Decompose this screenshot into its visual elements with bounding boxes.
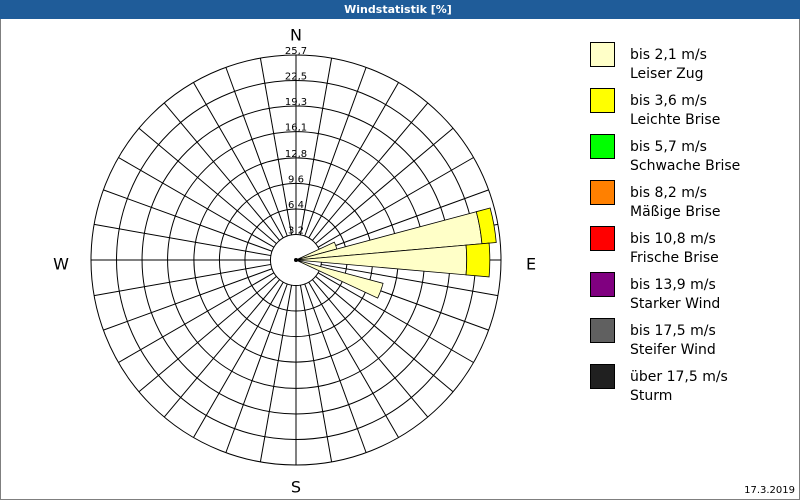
legend-label: Leichte Brise <box>630 112 720 128</box>
legend-name: bis 17,5 m/s <box>630 323 716 339</box>
legend-name: bis 8,2 m/s <box>630 185 707 201</box>
legend-name: bis 13,9 m/s <box>630 277 716 293</box>
spoke <box>312 102 429 241</box>
legend-label: Sturm <box>630 388 672 404</box>
legend-swatch <box>590 88 615 113</box>
legend-swatch <box>590 134 615 159</box>
spoke <box>118 157 275 248</box>
compass-label: N <box>290 26 302 45</box>
legend-swatch <box>590 42 615 67</box>
date: 17.3.2019 <box>744 485 795 496</box>
spoke <box>315 276 454 393</box>
spoke <box>308 281 399 438</box>
wedge <box>295 259 384 299</box>
legend-swatch <box>590 318 615 343</box>
spoke <box>118 272 275 363</box>
legend-label: Frische Brise <box>630 250 719 266</box>
legend-name: bis 5,7 m/s <box>630 139 707 155</box>
legend-swatch <box>590 272 615 297</box>
spoke <box>259 285 293 462</box>
spoke <box>259 58 293 235</box>
spoke <box>299 58 333 235</box>
spoke <box>163 279 280 418</box>
legend-swatch <box>590 180 615 205</box>
spoke <box>103 189 273 252</box>
wedge <box>475 207 497 245</box>
chart-title: Windstatistik [%] <box>344 3 452 16</box>
spoke <box>304 67 367 237</box>
ring-label: 16,1 <box>285 123 307 134</box>
ring-label: 25,7 <box>285 46 307 57</box>
spoke <box>138 276 277 393</box>
legend-label: Starker Wind <box>630 296 720 312</box>
compass-label: W <box>53 255 69 274</box>
ring-label: 12,8 <box>285 149 307 160</box>
spoke <box>317 157 474 248</box>
legend-name: bis 3,6 m/s <box>630 93 707 109</box>
spoke <box>193 281 284 438</box>
spoke <box>299 285 333 462</box>
spoke <box>94 223 271 257</box>
spoke <box>315 127 454 244</box>
ring-label: 19,3 <box>285 97 307 108</box>
ring-label: 9,6 <box>288 174 304 185</box>
spoke <box>319 189 489 252</box>
legend-swatch <box>590 226 615 251</box>
spoke <box>193 82 284 239</box>
legend-name: über 17,5 m/s <box>630 369 728 385</box>
spoke <box>312 279 429 418</box>
center-dot <box>294 258 298 262</box>
compass-label: S <box>291 478 301 497</box>
ring-label: 22,5 <box>285 72 307 83</box>
title-bar <box>0 0 800 19</box>
spoke <box>138 127 277 244</box>
compass-label: E <box>526 255 536 274</box>
spoke <box>94 263 271 297</box>
spoke <box>321 263 498 297</box>
ring-label: 6,4 <box>288 200 304 211</box>
spoke <box>103 268 273 331</box>
wedge <box>465 242 491 278</box>
spoke <box>317 272 474 363</box>
legend-label: Schwache Brise <box>630 158 740 174</box>
legend-label: Leiser Zug <box>630 66 704 82</box>
legend-name: bis 2,1 m/s <box>630 47 707 63</box>
spoke <box>308 82 399 239</box>
spoke <box>163 102 280 241</box>
spoke <box>304 283 367 453</box>
legend-swatch <box>590 364 615 389</box>
wedge <box>489 243 490 277</box>
spoke <box>225 67 288 237</box>
legend-name: bis 10,8 m/s <box>630 231 716 247</box>
spoke <box>225 283 288 453</box>
ring-label: 3,2 <box>288 225 304 236</box>
legend-label: Mäßige Brise <box>630 204 720 220</box>
legend-label: Steifer Wind <box>630 342 716 358</box>
